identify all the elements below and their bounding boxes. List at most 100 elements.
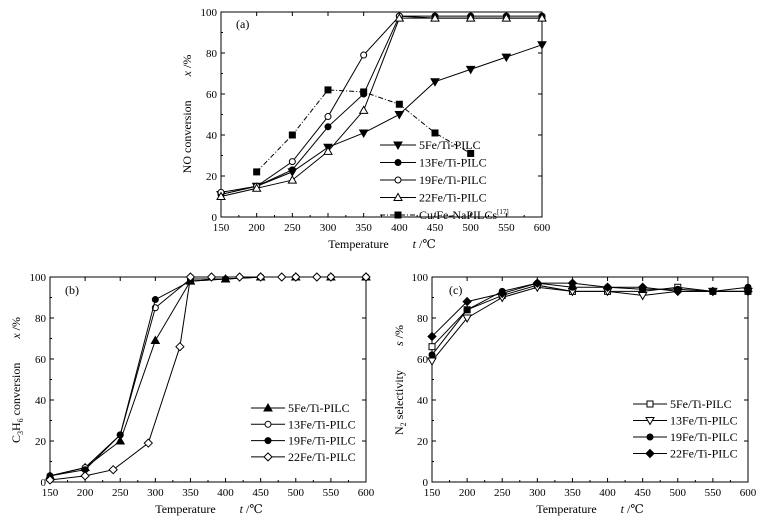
legend-label: 5Fe/Ti-PILC	[419, 138, 481, 152]
data-point	[361, 272, 371, 282]
data-point	[708, 286, 718, 297]
legend-entry: 13Fe/Ti-PILC	[380, 156, 487, 170]
data-point	[216, 191, 226, 200]
y-tick-label: 20	[206, 171, 218, 183]
data-point	[743, 286, 753, 297]
data-point	[150, 335, 161, 345]
x-tick-label: 550	[498, 222, 515, 234]
data-point	[394, 111, 405, 120]
data-point	[394, 13, 405, 22]
series-13Fe/Ti-PILC	[427, 283, 753, 367]
y-tick-label: 100	[30, 272, 47, 284]
legend-label: 22Fe/Ti-PILC	[670, 447, 738, 461]
y-tick-label: 20	[35, 436, 47, 448]
x-tick-label: 250	[112, 487, 129, 499]
data-point	[427, 331, 437, 342]
x-axis-title: Temperature t /℃	[536, 502, 644, 516]
data-point	[462, 296, 472, 307]
series-line	[220, 17, 542, 197]
y-tick-label: 20	[417, 436, 429, 448]
y-tick-label: 40	[206, 130, 218, 142]
x-tick-label: 200	[459, 487, 476, 499]
x-tick-label: 400	[217, 487, 234, 499]
data-point	[428, 343, 436, 351]
x-tick-label: 200	[77, 487, 94, 499]
data-point	[360, 51, 368, 59]
data-point	[427, 357, 437, 367]
y-tick-label: 40	[35, 395, 47, 407]
data-point	[358, 129, 369, 138]
y-axis-title: NO conversion x /%	[180, 55, 194, 174]
data-point	[602, 282, 613, 292]
data-point	[115, 435, 126, 445]
x-axis-title: Temperature t /℃	[328, 237, 436, 251]
x-tick-label: 300	[320, 222, 337, 234]
series-22Fe/Ti-PILC	[427, 278, 753, 342]
legend-entry: 5Fe/Ti-PILC	[380, 138, 481, 152]
data-point	[326, 272, 336, 282]
legend-label: 5Fe/Ti-PILC	[288, 401, 350, 415]
legend-entry: 19Fe/Ti-PILC	[633, 430, 738, 444]
chart-panel: 150 200 250 300 350 400 450 500 550 600 0 20 40 60 80 1…	[392, 272, 757, 516]
x-tick-label: 200	[248, 222, 265, 234]
data-point	[431, 129, 439, 137]
legend-label: 22Fe/Ti-PILC	[288, 450, 356, 464]
x-tick-label: 550	[705, 487, 722, 499]
series-line	[431, 282, 749, 356]
series-line	[220, 15, 542, 195]
x-tick-label: 500	[670, 487, 687, 499]
series-13Fe/Ti-PILC	[46, 273, 370, 480]
series-line	[431, 282, 748, 337]
legend-label: 22Fe/Ti-PILC	[419, 191, 487, 205]
y-tick-label: 60	[206, 89, 218, 101]
data-point	[291, 272, 301, 282]
x-tick-label: 250	[494, 487, 511, 499]
y-tick-label: 60	[35, 354, 47, 366]
x-tick-label: 500	[462, 222, 479, 234]
data-point	[255, 272, 266, 282]
data-point	[288, 166, 296, 174]
data-point	[312, 272, 322, 282]
data-point	[222, 275, 230, 283]
data-point	[430, 13, 440, 22]
y-tick-label: 80	[35, 313, 47, 325]
x-tick-label: 250	[284, 222, 301, 234]
series-line	[220, 15, 542, 193]
x-tick-label: 300	[529, 487, 546, 499]
y-tick-label: 0	[41, 477, 47, 489]
data-point	[430, 78, 440, 87]
data-point	[324, 123, 332, 131]
series-22Fe/Ti-PILC	[45, 272, 371, 485]
legend-entry: 22Fe/Ti-PILC	[633, 447, 738, 461]
series-13Fe/Ti-PILC	[217, 12, 546, 198]
data-point	[234, 272, 245, 282]
data-point	[360, 88, 368, 96]
data-point	[462, 314, 472, 324]
legend-label: 19Fe/Ti-PILC	[670, 430, 738, 444]
chart-panel: 150 200 250 300 350 400 450 500 550 600 0 20 40 60 80 1…	[180, 7, 551, 251]
panel-label: (c)	[449, 283, 462, 297]
y-tick-label: 0	[212, 212, 218, 224]
data-point	[537, 13, 547, 22]
series-22Fe/Ti-PILC	[216, 13, 547, 200]
x-tick-label: 350	[564, 487, 581, 499]
x-tick-label: 350	[182, 487, 199, 499]
series-line	[431, 284, 748, 348]
x-tick-label: 400	[599, 487, 616, 499]
x-tick-label: 350	[355, 222, 372, 234]
y-tick-label: 80	[206, 48, 218, 60]
legend-entry: 19Fe/Ti-PILC	[251, 434, 356, 448]
data-point	[175, 341, 185, 352]
x-tick-label: 450	[634, 487, 651, 499]
data-point	[465, 65, 476, 75]
data-point	[288, 158, 296, 166]
data-point	[108, 464, 118, 475]
y-tick-label: 80	[417, 313, 429, 325]
data-point	[323, 146, 333, 155]
x-tick-label: 150	[42, 487, 59, 499]
series-19Fe/Ti-PILC	[46, 273, 370, 480]
x-tick-label: 150	[213, 222, 230, 234]
data-point	[465, 13, 476, 22]
panel-label: (b)	[65, 283, 79, 297]
